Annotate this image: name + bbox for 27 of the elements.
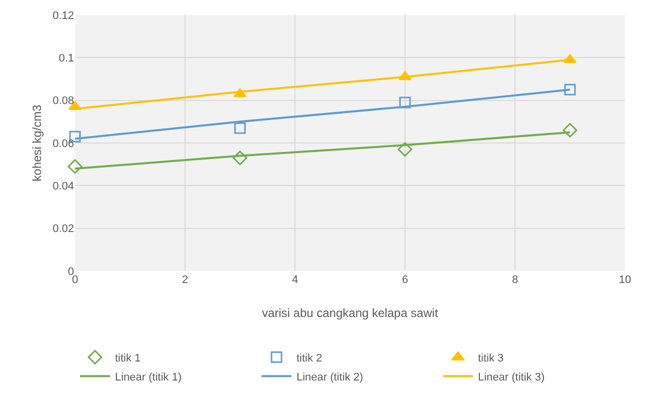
x-tick-label: 2	[182, 274, 188, 286]
y-tick-label: 0.06	[52, 138, 74, 150]
legend-label: titik 2	[296, 352, 322, 364]
legend-label: titik 3	[478, 352, 504, 364]
point	[564, 84, 576, 96]
point	[562, 122, 578, 138]
point	[232, 150, 248, 166]
x-tick-label: 10	[618, 274, 632, 286]
legend-label: Linear (titik 3)	[478, 371, 545, 384]
point	[399, 96, 411, 108]
point	[68, 159, 82, 174]
legend-label: Linear (titik 1)	[115, 371, 182, 384]
x-tick-label: 8	[512, 274, 518, 286]
legend-label: Linear (titik 2)	[296, 371, 364, 384]
y-tick-label: 0.04	[52, 180, 74, 193]
y-tick-label: 0.12	[52, 10, 74, 22]
x-tick-label: 6	[402, 274, 408, 286]
x-axis-title: varisi abu cangkang kelapa sawit	[262, 306, 439, 320]
x-tick-label: 4	[292, 274, 298, 286]
point	[398, 142, 412, 157]
legend-label: titik 1	[115, 352, 141, 364]
y-axis-title: kohesi kg/cm3	[30, 104, 44, 182]
y-tick-label: 0.1	[58, 52, 74, 65]
y-tick-label: 0	[68, 266, 74, 278]
y-tick-label: 0.02	[52, 223, 74, 236]
y-tick-label: 0.08	[52, 95, 74, 108]
point	[234, 122, 246, 134]
